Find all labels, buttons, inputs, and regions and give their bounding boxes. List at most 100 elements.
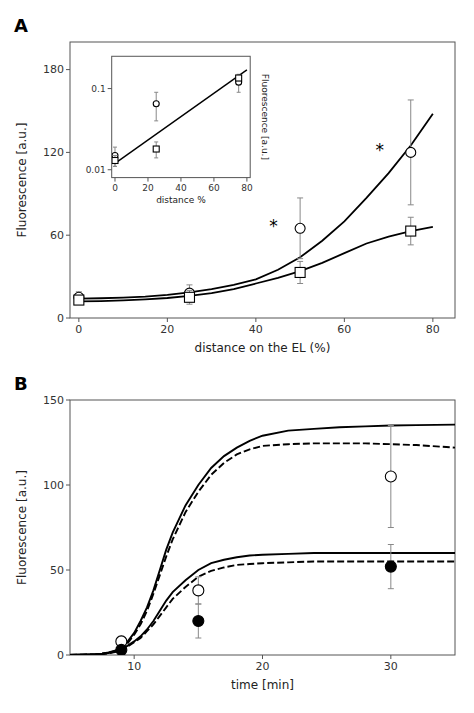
x-tick-label: 80 <box>241 183 253 193</box>
x-tick-label: 20 <box>142 183 154 193</box>
data-point <box>193 585 204 596</box>
error-cap <box>408 99 414 100</box>
x-tick <box>213 178 214 182</box>
y-tick <box>66 235 70 236</box>
fit-curve <box>70 562 455 655</box>
x-tick <box>180 178 181 182</box>
error-cap <box>154 120 158 121</box>
data-point <box>406 147 416 157</box>
error-cap <box>195 638 201 639</box>
x-axis-label: time [min] <box>231 678 294 692</box>
error-bar <box>154 92 158 121</box>
error-bar <box>237 75 241 80</box>
error-cap <box>297 261 303 262</box>
y-tick <box>66 485 70 486</box>
y-tick <box>66 318 70 319</box>
data-point <box>385 561 396 572</box>
error-cap <box>297 283 303 284</box>
error-cap <box>195 604 201 605</box>
error-cap <box>113 155 117 156</box>
fit-curve <box>115 70 247 163</box>
error-cap <box>408 244 414 245</box>
significance-star: * <box>269 216 278 236</box>
y-tick-label: 60 <box>50 229 64 242</box>
data-point <box>153 146 159 152</box>
x-tick <box>262 655 263 659</box>
data-point <box>295 267 305 277</box>
y-tick-label: 120 <box>43 146 64 159</box>
x-tick <box>167 318 168 322</box>
x-tick-label: 40 <box>249 323 263 336</box>
x-axis-label: distance % <box>156 195 206 205</box>
y-tick <box>66 655 70 656</box>
x-tick <box>344 318 345 322</box>
x-tick <box>246 178 247 182</box>
chart-1: 0204060800.010.1distance %Fluorescence [… <box>78 50 271 207</box>
fit-curve <box>70 425 455 655</box>
inset-background <box>78 50 271 207</box>
data-point <box>153 101 159 107</box>
y-tick-label: 0 <box>57 649 64 662</box>
error-cap <box>154 157 158 158</box>
error-cap <box>237 92 241 93</box>
y-tick <box>66 400 70 401</box>
data-point <box>406 226 416 236</box>
data-point <box>385 471 396 482</box>
y-tick-label: 180 <box>43 63 64 76</box>
y-tick <box>108 169 112 170</box>
error-bar <box>237 74 241 92</box>
x-tick <box>78 318 79 322</box>
error-cap <box>388 588 394 589</box>
data-point <box>112 157 118 163</box>
x-tick <box>147 178 148 182</box>
error-cap <box>388 527 394 528</box>
error-cap <box>195 604 201 605</box>
error-cap <box>113 166 117 167</box>
x-tick-label: 60 <box>337 323 351 336</box>
x-tick-label: 0 <box>75 323 82 336</box>
x-tick-label: 40 <box>175 183 187 193</box>
data-group <box>70 425 455 655</box>
panel-title: B <box>14 373 28 394</box>
fit-curve <box>70 553 455 655</box>
error-cap <box>154 141 158 142</box>
x-tick <box>390 655 391 659</box>
x-tick-label: 60 <box>208 183 220 193</box>
error-cap <box>195 576 201 577</box>
significance-star: * <box>376 140 385 160</box>
error-bar <box>154 142 158 158</box>
x-tick <box>114 178 115 182</box>
data-point <box>116 644 127 655</box>
error-bar <box>113 155 117 166</box>
error-cap <box>186 304 192 305</box>
data-point <box>295 223 305 233</box>
chart-2: 102030050100150time [min]Fluorescence [a… <box>14 373 455 692</box>
x-tick-label: 10 <box>127 660 141 673</box>
x-tick-label: 80 <box>426 323 440 336</box>
error-cap <box>297 197 303 198</box>
x-tick-label: 30 <box>384 660 398 673</box>
y-tick-label: 0 <box>57 312 64 325</box>
y-tick <box>66 69 70 70</box>
x-tick-label: 20 <box>256 660 270 673</box>
x-tick <box>134 655 135 659</box>
data-group <box>112 70 247 167</box>
y-tick-label: 0.01 <box>86 165 106 175</box>
y-axis-label: Fluorescence [a.u.] <box>260 74 270 160</box>
error-cap <box>408 217 414 218</box>
x-axis-label: distance on the EL (%) <box>195 341 331 355</box>
y-tick <box>66 152 70 153</box>
error-cap <box>113 147 117 148</box>
error-cap <box>186 290 192 291</box>
panel-title: A <box>14 15 28 36</box>
fit-curve <box>79 227 433 302</box>
fit-curve <box>70 443 455 654</box>
plot-frame <box>70 400 455 655</box>
plot-frame <box>112 56 251 177</box>
plot-frame <box>70 42 455 318</box>
error-cap <box>388 425 394 426</box>
data-point <box>74 295 84 305</box>
x-tick-label: 20 <box>160 323 174 336</box>
error-cap <box>113 166 117 167</box>
x-tick <box>255 318 256 322</box>
